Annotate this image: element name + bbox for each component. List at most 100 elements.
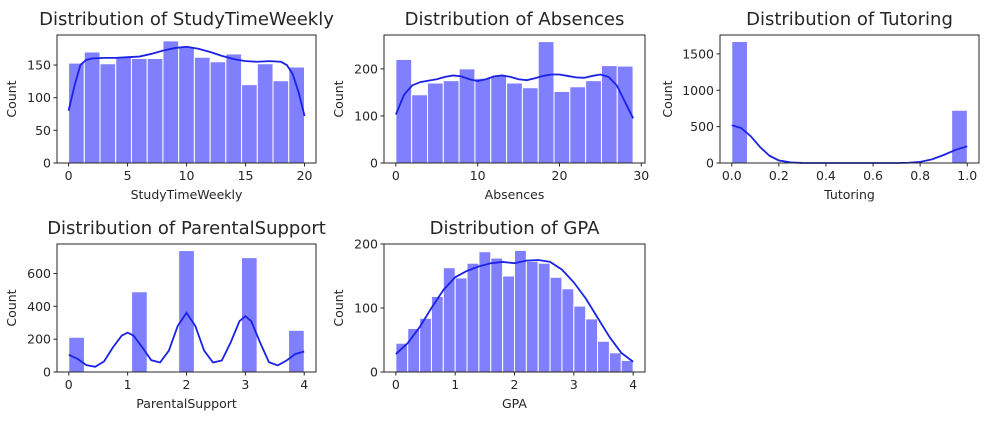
x-axis-label: ParentalSupport <box>136 396 237 411</box>
histogram-bar <box>419 317 432 373</box>
histogram-bar <box>68 336 85 373</box>
chart-title: Distribution of ParentalSupport <box>47 218 326 239</box>
histogram-bar <box>553 90 571 164</box>
x-axis-label: GPA <box>502 396 527 411</box>
histogram-bar <box>569 86 587 164</box>
x-tick-label: 3 <box>570 377 578 392</box>
x-axis-label: Tutoring <box>823 187 875 202</box>
x-tick-label: 2 <box>511 377 519 392</box>
x-tick-label: 0 <box>392 168 400 183</box>
histogram-bar <box>537 41 555 164</box>
y-tick-label: 0 <box>370 156 378 171</box>
histogram-bar <box>951 109 968 164</box>
x-tick-label: 1 <box>124 377 132 392</box>
plot-frame <box>383 34 646 164</box>
histogram-bar <box>130 58 148 164</box>
subplot-5: 0 1 2 3 4 0 100 200 Distribution of GPA GPA Count <box>331 218 646 411</box>
x-tick-label: 1 <box>451 377 459 392</box>
y-tick-label: 0 <box>706 156 714 171</box>
histogram-bars <box>68 250 305 373</box>
histogram-bar <box>458 68 476 164</box>
kde-curve <box>68 311 305 368</box>
chart-title: Distribution of Absences <box>405 9 625 30</box>
histogram-bar <box>731 40 748 164</box>
histogram-bars <box>395 41 634 164</box>
x-tick-label: 0 <box>65 377 73 392</box>
x-tick-label: 3 <box>241 377 249 392</box>
histogram-bar <box>209 61 227 164</box>
x-tick-label: 4 <box>300 377 308 392</box>
x-tick-label: 0.6 <box>863 168 883 183</box>
chart-title: Distribution of Tutoring <box>746 9 953 30</box>
y-tick-label: 0 <box>370 365 378 380</box>
subplot-3: 0.0 0.2 0.4 0.6 0.8 1.0 0 500 1000 1500 Distributi… <box>660 9 980 202</box>
kde-curve <box>395 73 634 119</box>
histogram-bar <box>241 84 258 164</box>
histogram-bar <box>162 40 180 164</box>
histogram-bar <box>474 77 492 164</box>
histogram-bar <box>585 80 602 164</box>
y-tick-label: 0 <box>43 156 51 171</box>
histogram-bar <box>549 276 563 373</box>
chart-title: Distribution of GPA <box>430 218 600 239</box>
y-tick-label: 200 <box>354 61 378 76</box>
histogram-bar <box>83 51 101 164</box>
histogram-bar <box>272 80 290 164</box>
x-tick-label: 5 <box>124 168 132 183</box>
x-tick-label: 10 <box>179 168 195 183</box>
plot-frame <box>719 34 980 164</box>
y-tick-label: 1000 <box>682 83 714 98</box>
histogram-bar <box>411 94 428 164</box>
histogram-bar <box>442 80 460 164</box>
subplot-2: 0 10 20 30 0 100 200 Distribution of Absences Ab… <box>331 9 649 202</box>
histogram-bar <box>426 82 444 164</box>
histogram-bar <box>193 56 211 164</box>
y-axis-label: Count <box>331 289 346 326</box>
histogram-bar <box>256 63 274 164</box>
histogram-bar <box>99 63 117 164</box>
histogram-bar <box>585 318 599 373</box>
histogram-bar <box>178 46 195 164</box>
histogram-bar <box>454 277 468 373</box>
x-axis-label: Absences <box>485 187 545 202</box>
subplot-4: 0 1 2 3 4 0 200 400 600 Distribution of ParentalS… <box>4 218 326 411</box>
x-tick-label: 0.2 <box>769 168 789 183</box>
histogram-bar <box>600 65 618 164</box>
x-tick-label: 0 <box>392 377 400 392</box>
x-tick-label: 2 <box>183 377 191 392</box>
x-axis-label: StudyTimeWeekly <box>131 187 243 202</box>
histogram-bar <box>430 295 444 373</box>
y-tick-label: 1500 <box>682 46 714 61</box>
x-tick-label: 0.4 <box>816 168 836 183</box>
y-tick-label: 200 <box>27 332 51 347</box>
histogram-bars <box>395 249 634 373</box>
kde-curve <box>67 45 306 117</box>
histogram-bar <box>573 305 587 373</box>
x-tick-label: 20 <box>297 168 313 183</box>
chart-title: Distribution of StudyTimeWeekly <box>39 9 334 30</box>
histogram-bar <box>225 53 243 164</box>
x-tick-label: 10 <box>470 168 486 183</box>
y-tick-label: 150 <box>27 58 51 73</box>
kde-curve <box>395 259 634 363</box>
histogram-bar <box>178 250 195 373</box>
histogram-bar <box>288 66 305 164</box>
histogram-bar <box>146 58 164 164</box>
x-tick-label: 30 <box>633 168 649 183</box>
x-tick-label: 15 <box>238 168 254 183</box>
histogram-bar <box>395 58 413 164</box>
histogram-bars <box>68 40 305 164</box>
histogram-bar <box>620 359 634 373</box>
histogram-bar <box>597 340 610 373</box>
histogram-bar <box>288 329 305 373</box>
y-tick-label: 0 <box>43 365 51 380</box>
x-tick-label: 1.0 <box>957 168 977 183</box>
y-axis-label: Count <box>660 80 675 117</box>
y-tick-label: 100 <box>354 108 378 123</box>
subplot-1: 0 5 10 15 20 0 50 100 150 Distribution of StudyTi… <box>4 9 334 202</box>
y-tick-label: 500 <box>690 119 714 134</box>
histogram-bar <box>115 56 132 164</box>
histogram-bars <box>731 40 968 164</box>
